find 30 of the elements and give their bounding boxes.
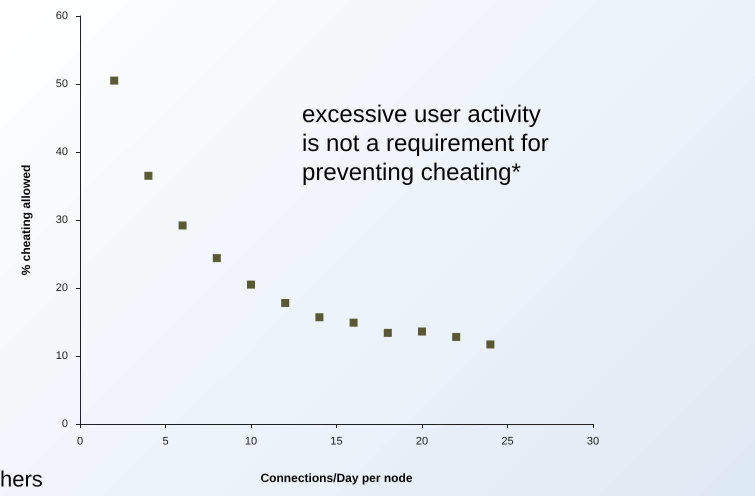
x-tick-label: 20	[416, 436, 428, 448]
y-axis-title: % cheating allowed	[19, 164, 33, 276]
point	[212, 254, 221, 262]
x-tick-label: 25	[501, 436, 514, 448]
x-tick-label: 0	[76, 436, 84, 448]
point	[110, 76, 118, 85]
y-tick-label: 60	[56, 10, 68, 22]
point	[384, 328, 392, 337]
point	[315, 313, 324, 322]
y-tick-label: 30	[56, 214, 68, 226]
point	[452, 332, 460, 341]
x-tick-label: 30	[586, 436, 600, 448]
point	[418, 328, 426, 336]
y-tick-label: 20	[56, 282, 68, 294]
x-axis-title: Connections/Day per node	[260, 471, 413, 485]
x-tick-label: 5	[162, 436, 169, 448]
point	[486, 340, 494, 348]
x-tick-label: 15	[330, 436, 343, 448]
annotation: excessive user activity is not a requirement for preventing cheating*	[302, 101, 549, 186]
y-tick-label: 50	[56, 78, 68, 90]
point	[350, 318, 358, 327]
x-tick-label: 10	[244, 436, 258, 448]
point	[178, 221, 187, 230]
point	[247, 280, 255, 289]
point	[281, 298, 290, 307]
y-tick-label: 0	[62, 418, 68, 430]
point	[144, 172, 152, 180]
y-tick-label: 40	[56, 146, 68, 158]
text: hers	[0, 466, 43, 492]
y-tick-label: 10	[56, 350, 68, 362]
